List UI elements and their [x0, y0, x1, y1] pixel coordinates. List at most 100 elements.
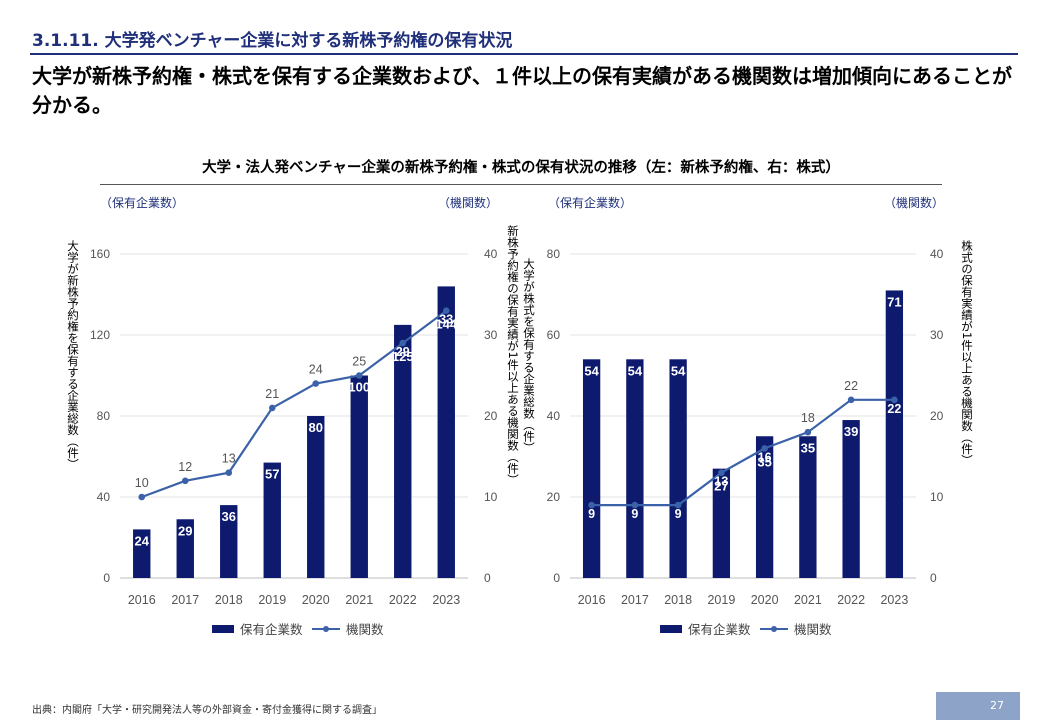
right-chart-line-label: 9: [675, 507, 682, 521]
left-chart-line-label: 12: [178, 460, 192, 474]
left-chart-ytick-left: 40: [97, 490, 111, 504]
left-chart-line-point: [181, 477, 189, 485]
right-chart-bar: [626, 359, 644, 578]
right-chart-ytick-left: 0: [553, 571, 560, 585]
left-chart-line-label: 10: [135, 476, 149, 490]
right-chart-line-point: [847, 396, 855, 404]
right-chart-line-label: 13: [714, 475, 728, 489]
right-chart-line-label: 22: [887, 402, 901, 416]
left-chart-ytick-right: 20: [484, 409, 498, 423]
right-chart-xtick: 2021: [794, 593, 822, 607]
left-chart-line-label: 21: [265, 387, 279, 401]
right-chart-line-label: 9: [631, 507, 638, 521]
left-chart-line-point: [442, 307, 450, 315]
right-chart-bar: [842, 420, 860, 578]
left-chart-line-point: [138, 493, 146, 501]
left-chart-legend-line-label: 機関数: [346, 622, 384, 637]
headline: 大学が新株予約権・株式を保有する企業数および、１件以上の保有実績がある機関数は増…: [32, 64, 1012, 117]
left-chart-ylabel-left: 大学が新株予約権を保有する企業総数（件）: [66, 240, 80, 470]
left-chart-unit-right: （機関数）: [438, 196, 499, 210]
left-chart-ytick-left: 120: [90, 328, 110, 342]
right-chart-legend-bar-swatch: [660, 625, 682, 633]
right-chart-line-label: 9: [588, 507, 595, 521]
right-chart-bar: [582, 359, 601, 578]
right-chart-ylabel-right: 株式の保有実績が1件以上ある機関数（件）: [960, 240, 974, 466]
right-chart-legend-line-label: 機関数: [794, 622, 832, 637]
right-chart-line-point: [674, 501, 682, 509]
source-note: 出典：内閣府「大学・研究開発法人等の外部資金・寄付金獲得に関する調査」: [32, 705, 382, 716]
right-chart-ytick-left: 80: [547, 247, 561, 261]
right-chart-line-label: 18: [801, 411, 815, 425]
left-chart-bar: [263, 462, 281, 578]
left-chart-bar: [394, 324, 412, 578]
left-chart-xtick: 2020: [302, 593, 330, 607]
left-chart-bar-label: 100: [348, 380, 370, 395]
left-chart-bar-label: 125: [392, 349, 414, 364]
right-chart-line-point: [804, 428, 812, 436]
right-chart-legend-line-marker: [771, 626, 777, 632]
right-chart-bar: [885, 290, 904, 578]
right-chart-line-point: [588, 501, 595, 509]
right-chart-xtick: 2020: [751, 593, 779, 607]
right-chart-bar-label: 39: [844, 424, 858, 439]
left-chart-line-point: [225, 469, 233, 477]
right-chart-bar: [755, 436, 774, 578]
right-chart-unit-right: （機関数）: [884, 196, 945, 210]
left-chart-line-label: 24: [309, 363, 323, 377]
left-chart-ytick-left: 80: [97, 409, 111, 423]
left-chart-bar: [220, 505, 238, 578]
right-chart-legend-bar-label: 保有企業数: [688, 622, 751, 637]
right-chart-xtick: 2016: [578, 593, 606, 607]
right-chart-bar-label: 54: [584, 363, 599, 378]
right-chart-bar-label: 54: [628, 363, 643, 378]
left-chart-series-line: [141, 309, 447, 499]
right-chart-xtick: 2017: [621, 593, 649, 607]
section-divider: [30, 53, 1018, 55]
left-chart-bar: [133, 529, 151, 578]
left-chart-xtick: 2022: [389, 593, 417, 607]
right-chart-ytick-right: 10: [930, 490, 944, 504]
left-chart-line-point: [268, 404, 276, 412]
right-chart-ytick-right: 0: [930, 571, 937, 585]
left-chart-line-label: 33: [439, 313, 453, 327]
right-chart-series-line: [591, 398, 895, 507]
left-chart-bar: [437, 286, 455, 578]
left-chart-xtick: 2017: [171, 593, 199, 607]
right-chart-bar-label: 54: [671, 363, 686, 378]
right-chart-bar: [669, 359, 687, 578]
left-chart-ytick-left: 0: [103, 571, 110, 585]
right-chart-unit-left: （保有企業数）: [548, 196, 633, 210]
left-chart-legend-bar-swatch: [212, 625, 234, 633]
right-chart-line-point: [718, 469, 725, 477]
right-chart-bar-label: 71: [887, 294, 901, 309]
right-chart-xtick: 2022: [837, 593, 865, 607]
right-chart-bar: [799, 436, 817, 578]
right-chart-xtick: 2018: [664, 593, 692, 607]
right-chart-bar: [712, 468, 731, 578]
right-chart-line-point: [631, 501, 639, 509]
left-chart-legend-bar-label: 保有企業数: [240, 622, 303, 637]
chart-heading: 大学・法人発ベンチャー企業の新株予約権・株式の保有状況の推移（左：新株予約権、右…: [202, 160, 840, 176]
left-chart-line-point: [399, 339, 407, 347]
right-chart-bar-label: 35: [757, 454, 771, 469]
right-chart-line-point: [891, 396, 898, 404]
page-number: 27: [936, 692, 1020, 720]
left-chart-xtick: 2016: [128, 593, 156, 607]
left-chart-xtick: 2021: [345, 593, 373, 607]
left-chart-ytick-left: 160: [90, 247, 110, 261]
left-chart-ylabel-right: 新株予約権の保有実績が1件以上ある機関数（件）: [506, 225, 520, 486]
right-chart-ytick-left: 60: [547, 328, 561, 342]
left-chart-xtick: 2023: [432, 593, 460, 607]
left-chart-line-label: 29: [396, 345, 410, 359]
left-chart-legend-line-marker: [323, 626, 329, 632]
left-chart-ytick-right: 40: [484, 247, 498, 261]
left-chart-bar: [176, 519, 194, 578]
left-chart-ytick-right: 10: [484, 490, 498, 504]
right-chart-bar-label: 35: [801, 440, 815, 455]
left-chart-xtick: 2018: [215, 593, 243, 607]
left-chart-line-label: 25: [352, 355, 366, 369]
right-chart-line-label: 22: [844, 379, 858, 393]
right-chart-ytick-left: 40: [547, 409, 561, 423]
chart-heading-divider: [100, 184, 942, 185]
left-chart-bar: [307, 416, 325, 578]
